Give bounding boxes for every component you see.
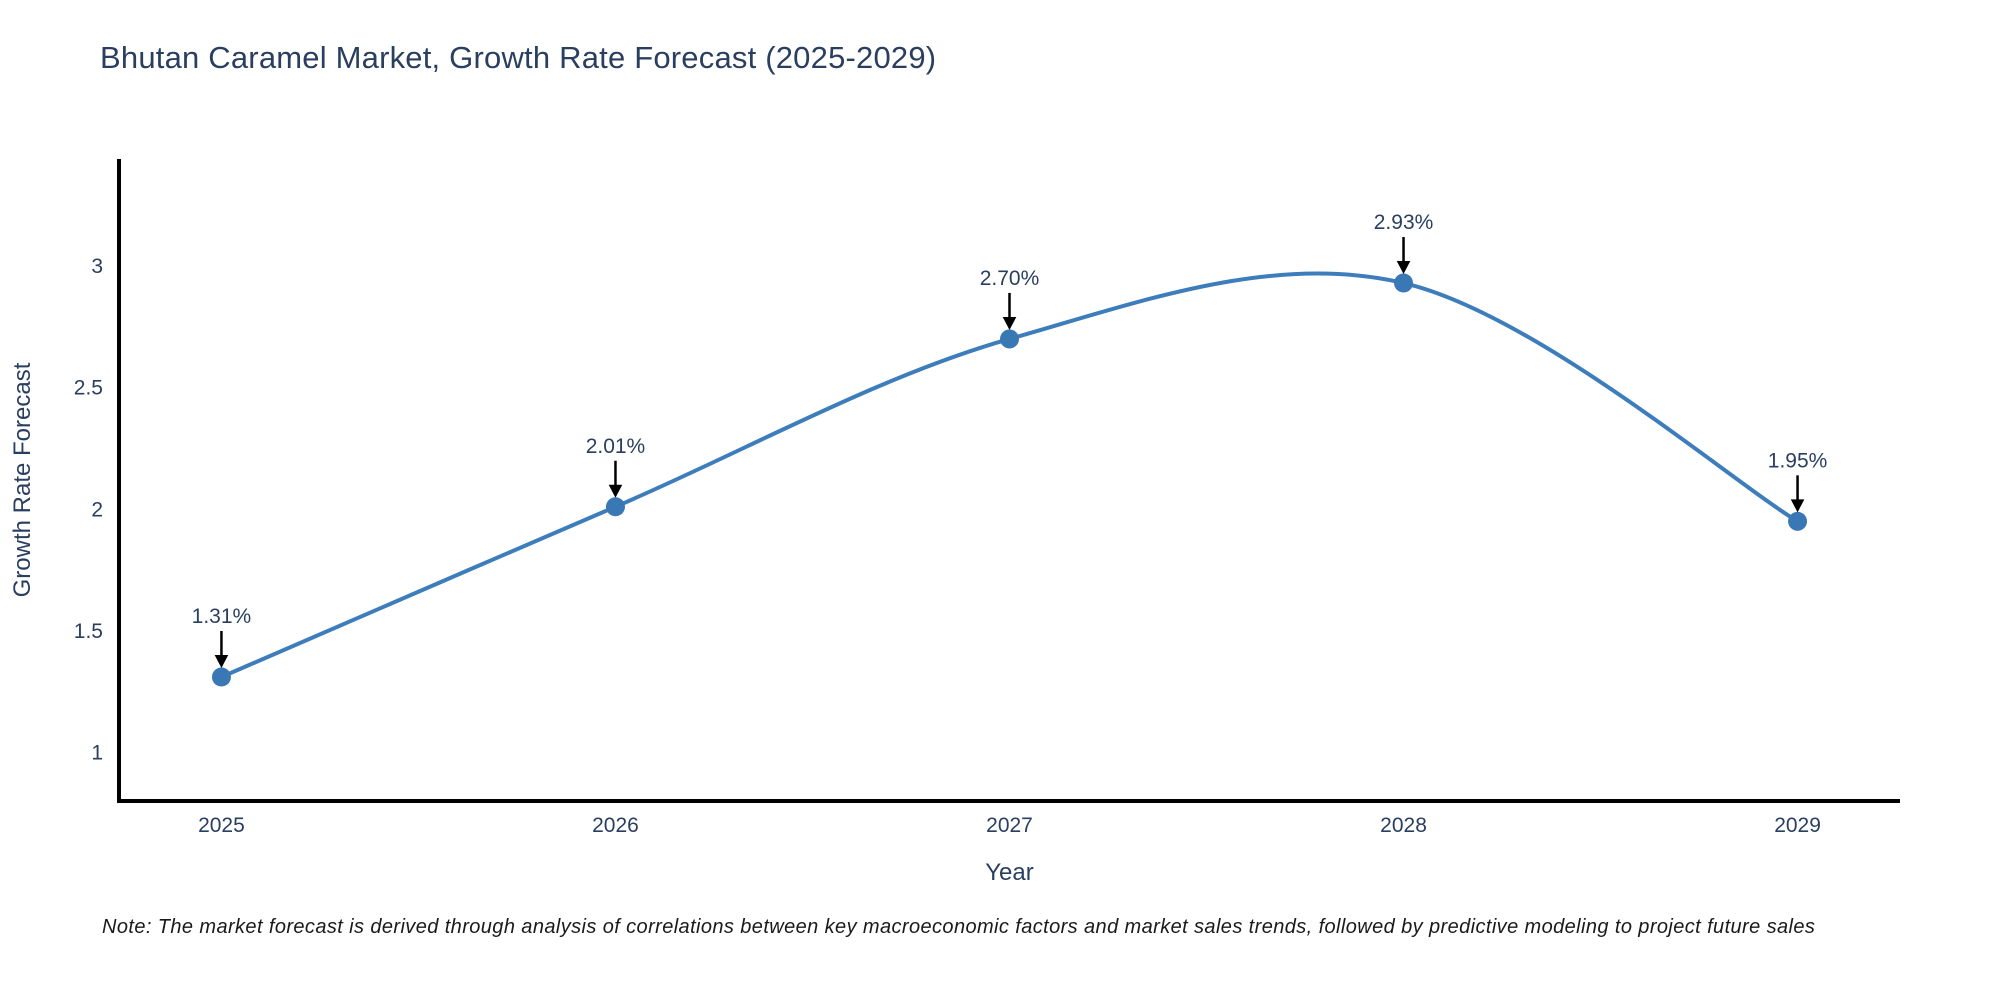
annotation-arrowhead-icon	[608, 484, 623, 498]
annotation-label: 1.95%	[1768, 449, 1828, 472]
annotation-arrowhead-icon	[1790, 499, 1805, 513]
annotation-label: 1.31%	[192, 605, 252, 628]
x-tick-label: 2029	[1774, 814, 1821, 837]
y-tick-label: 1	[91, 742, 103, 765]
y-tick-label: 1.5	[74, 620, 103, 643]
y-tick-label: 2.5	[74, 377, 103, 400]
y-tick-label: 3	[91, 255, 103, 278]
data-point-marker[interactable]	[1000, 329, 1019, 349]
y-axis-title: Growth Rate Forecast	[9, 362, 36, 597]
footnote: Note: The market forecast is derived thr…	[102, 916, 1816, 938]
annotation-arrowhead-icon	[214, 654, 229, 668]
data-point-marker[interactable]	[1394, 273, 1414, 293]
x-tick-label: 2028	[1380, 814, 1427, 837]
annotation-arrowhead-icon	[1002, 316, 1017, 330]
x-tick-label: 2026	[592, 814, 639, 837]
x-axis-title: Year	[985, 859, 1034, 886]
annotation-label: 2.01%	[586, 435, 646, 458]
annotation-label: 2.70%	[980, 267, 1040, 290]
annotation-arrowhead-icon	[1396, 261, 1411, 275]
data-point-marker[interactable]	[1788, 511, 1808, 531]
data-point-marker[interactable]	[211, 667, 231, 687]
data-point-marker[interactable]	[605, 497, 625, 517]
x-tick-label: 2025	[198, 814, 245, 837]
annotation-label: 2.93%	[1374, 211, 1434, 234]
y-tick-label: 2	[91, 498, 103, 521]
chart-title: Bhutan Caramel Market, Growth Rate Forec…	[100, 40, 937, 75]
x-tick-label: 2027	[986, 814, 1033, 837]
